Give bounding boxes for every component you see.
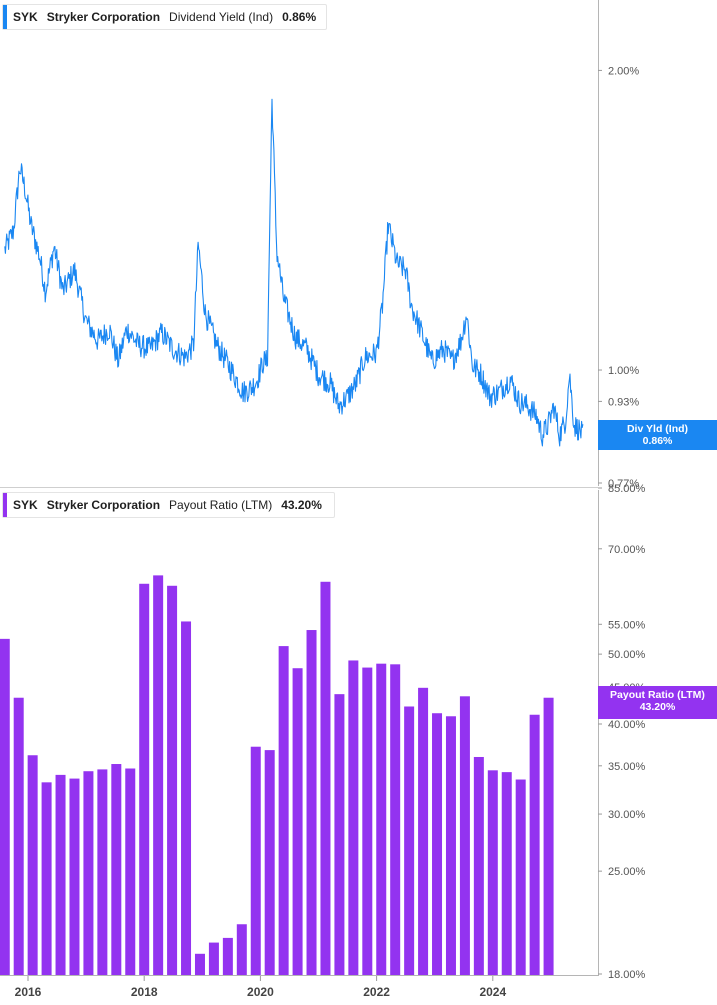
payout-ratio-bar (292, 668, 303, 975)
y-tick-label: 35.00% (608, 761, 646, 773)
payout-ratio-bars-group (0, 575, 554, 975)
legend-ticker: SYK (13, 10, 38, 24)
payout-ratio-price-tag: Payout Ratio (LTM) 43.20% (598, 686, 717, 719)
dividend-yield-legend[interactable]: SYK Stryker Corporation Dividend Yield (… (2, 4, 328, 30)
dividend-yield-price-tag: Div Yld (Ind) 0.86% (598, 420, 717, 450)
payout-ratio-bar (515, 779, 526, 975)
legend-metric: Payout Ratio (LTM) (169, 498, 273, 512)
x-tick-label: 2020 (247, 985, 274, 999)
payout-ratio-bar (83, 771, 94, 975)
x-tick-label: 2024 (479, 985, 506, 999)
payout-ratio-bar (459, 696, 470, 975)
payout-ratio-bar (125, 768, 136, 975)
tag-label: Payout Ratio (LTM) (610, 689, 705, 701)
payout-ratio-bar (376, 663, 387, 975)
y-tick-label: 70.00% (608, 544, 646, 556)
payout-ratio-bar (167, 585, 178, 975)
payout-ratio-bar (236, 924, 247, 975)
payout-ratio-bar (139, 583, 150, 975)
payout-ratio-bar (0, 638, 10, 975)
payout-ratio-legend[interactable]: SYK Stryker Corporation Payout Ratio (LT… (2, 492, 335, 518)
y-tick-label: 0.77% (608, 478, 639, 490)
payout-ratio-bar (348, 660, 359, 975)
payout-ratio-bar (306, 630, 317, 975)
payout-ratio-bar (418, 687, 429, 975)
y-tick-label: 2.00% (608, 65, 639, 77)
payout-ratio-bar (208, 942, 219, 975)
y-tick-label: 30.00% (608, 809, 646, 821)
payout-ratio-bar (390, 664, 401, 975)
tag-value: 43.20% (639, 701, 676, 713)
payout-ratio-bar (69, 778, 80, 975)
payout-ratio-bar (445, 716, 456, 975)
payout-ratio-bar (501, 772, 512, 975)
payout-ratio-bar (13, 697, 24, 975)
payout-ratio-bar (111, 764, 122, 975)
payout-ratio-bar (543, 697, 554, 975)
dividend-yield-swatch (3, 5, 7, 29)
payout-ratio-bar (27, 755, 38, 975)
legend-company: Stryker Corporation (46, 10, 161, 24)
dividend-yield-line-group (4, 98, 584, 447)
tag-value: 0.86% (642, 435, 673, 447)
legend-metric: Dividend Yield (Ind) (169, 10, 274, 24)
x-tick-label: 2016 (15, 985, 42, 999)
dividend-yield-line (4, 98, 584, 447)
payout-ratio-bar (278, 646, 289, 975)
y-tick-label: 0.93% (608, 396, 639, 408)
y-tick-label: 1.00% (608, 365, 639, 377)
payout-ratio-bar (222, 937, 233, 975)
y-tick-label: 25.00% (608, 866, 646, 878)
chart-axes: 2.00%1.00%0.93%0.85%0.77%85.00%70.00%55.… (0, 0, 646, 999)
x-tick-label: 2022 (363, 985, 390, 999)
y-tick-label: 85.00% (608, 483, 646, 495)
payout-ratio-swatch (3, 493, 7, 517)
payout-ratio-bar (320, 581, 331, 975)
y-tick-label: 50.00% (608, 649, 646, 661)
payout-ratio-bar (181, 621, 192, 975)
payout-ratio-bar (529, 714, 540, 975)
y-tick-label: 40.00% (608, 719, 646, 731)
payout-ratio-bar (264, 750, 275, 975)
legend-value: 0.86% (282, 10, 317, 24)
payout-ratio-bar (97, 769, 108, 975)
payout-ratio-bar (404, 706, 415, 975)
y-tick-label: 18.00% (608, 969, 646, 981)
payout-ratio-bar (250, 746, 261, 975)
payout-ratio-bar (487, 770, 498, 975)
legend-value: 43.20% (281, 498, 322, 512)
payout-ratio-bar (194, 953, 205, 975)
x-tick-label: 2018 (131, 985, 158, 999)
payout-ratio-bar (153, 575, 164, 975)
payout-ratio-bar (55, 774, 66, 975)
legend-company: Stryker Corporation (46, 498, 161, 512)
payout-ratio-bar (432, 713, 443, 975)
tag-label: Div Yld (Ind) (626, 423, 689, 435)
payout-ratio-bar (362, 667, 373, 975)
payout-ratio-bar (41, 782, 52, 975)
payout-ratio-bar (334, 694, 345, 975)
payout-ratio-bar (473, 756, 484, 975)
y-tick-label: 55.00% (608, 619, 646, 631)
legend-ticker: SYK (13, 498, 38, 512)
